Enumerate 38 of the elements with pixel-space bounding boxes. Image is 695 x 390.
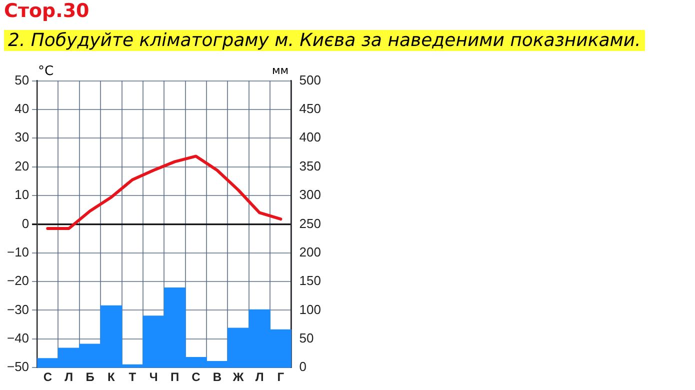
y2-tick-label: 100 bbox=[299, 302, 322, 317]
y2-tick-label: 500 bbox=[299, 72, 322, 88]
x-tick-label: Ч bbox=[149, 370, 158, 384]
y-tick-label: 0 bbox=[22, 216, 30, 231]
y-tick-label: −20 bbox=[6, 273, 30, 288]
y-tick-label: 40 bbox=[14, 101, 30, 116]
y2-tick-label: 50 bbox=[299, 330, 314, 346]
y2-tick-label: 0 bbox=[299, 359, 307, 374]
x-tick-label: С bbox=[43, 370, 52, 384]
y2-tick-label: 250 bbox=[299, 216, 322, 231]
y2-tick-label: 450 bbox=[299, 101, 322, 116]
y-tick-label: −30 bbox=[6, 302, 30, 317]
y-tick-label: 10 bbox=[14, 187, 30, 202]
y-tick-label: −40 bbox=[6, 330, 30, 346]
y-tick-label: 20 bbox=[14, 158, 30, 174]
x-tick-label: В bbox=[212, 370, 222, 384]
y-tick-label: −50 bbox=[6, 359, 30, 374]
x-tick-label: К bbox=[108, 370, 116, 384]
x-tick-label: Л bbox=[64, 370, 74, 384]
y2-tick-label: 350 bbox=[299, 158, 322, 174]
chart-title: Стор.30 bbox=[4, 0, 90, 22]
x-tick-label: Г bbox=[277, 370, 284, 384]
y-axis-title: °C bbox=[38, 64, 54, 79]
y-tick-label: 30 bbox=[14, 130, 30, 145]
x-tick-label: Т bbox=[128, 370, 137, 384]
y2-tick-label: 150 bbox=[299, 273, 322, 288]
y2-axis-title: мм bbox=[272, 64, 289, 77]
x-tick-label: Ж bbox=[232, 370, 244, 384]
y2-tick-label: 400 bbox=[299, 130, 322, 145]
y2-tick-label: 300 bbox=[299, 187, 322, 202]
chart-subtitle: 2. Побудуйте кліматограму м. Києва за наведеними показниками. bbox=[4, 30, 645, 51]
y2-tick-label: 200 bbox=[299, 244, 322, 260]
y-tick-label: −10 bbox=[6, 244, 30, 260]
x-tick-label: Л bbox=[255, 370, 264, 384]
x-tick-label: Б bbox=[86, 370, 95, 384]
y-tick-label: 50 bbox=[14, 72, 30, 88]
x-tick-label: П bbox=[170, 370, 180, 384]
x-tick-label: С bbox=[192, 370, 201, 384]
